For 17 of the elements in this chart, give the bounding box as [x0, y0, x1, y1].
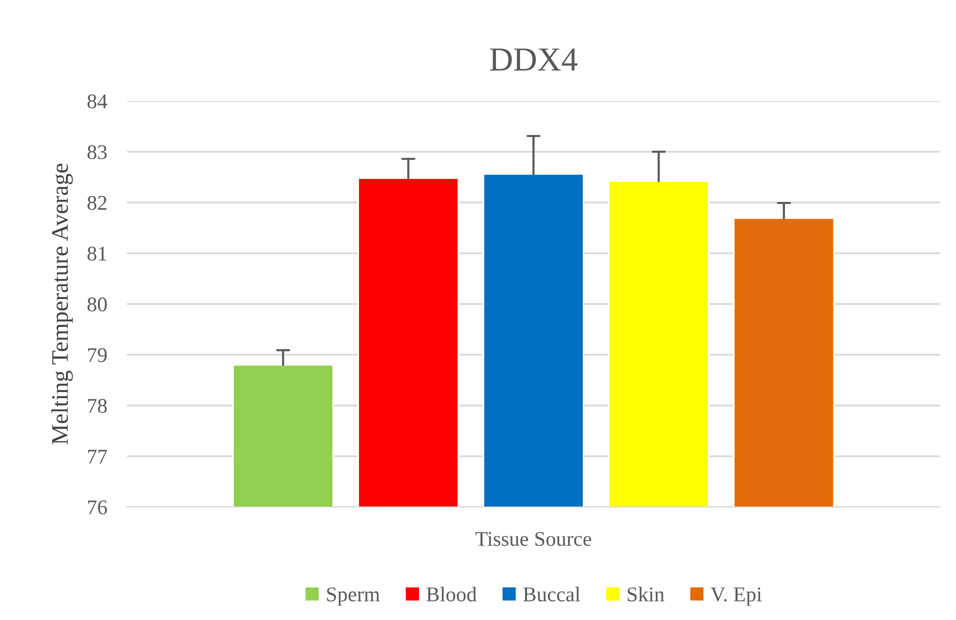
y-tick-label: 80	[88, 297, 107, 312]
y-tick-label: 79	[88, 348, 107, 362]
legend-label: Skin	[628, 586, 664, 602]
chart-title: DDX4	[490, 48, 578, 71]
y-tick-label: 81	[88, 246, 106, 261]
y-tick-label: 83	[88, 145, 107, 160]
y-axis-title: Melting Temperature Average	[51, 164, 73, 444]
x-axis-title: Tissue Source	[476, 532, 592, 546]
y-tick-label: 82	[88, 196, 106, 210]
legend-label: V. Epi	[710, 587, 762, 606]
y-tick-label: 76	[88, 500, 107, 514]
legend-label: Buccal	[523, 586, 580, 602]
y-tick-label: 77	[88, 450, 107, 464]
legend-label: Sperm	[327, 587, 380, 606]
y-tick-label: 78	[88, 398, 107, 413]
y-tick-label: 84	[88, 94, 108, 108]
legend-label: Blood	[426, 586, 477, 602]
